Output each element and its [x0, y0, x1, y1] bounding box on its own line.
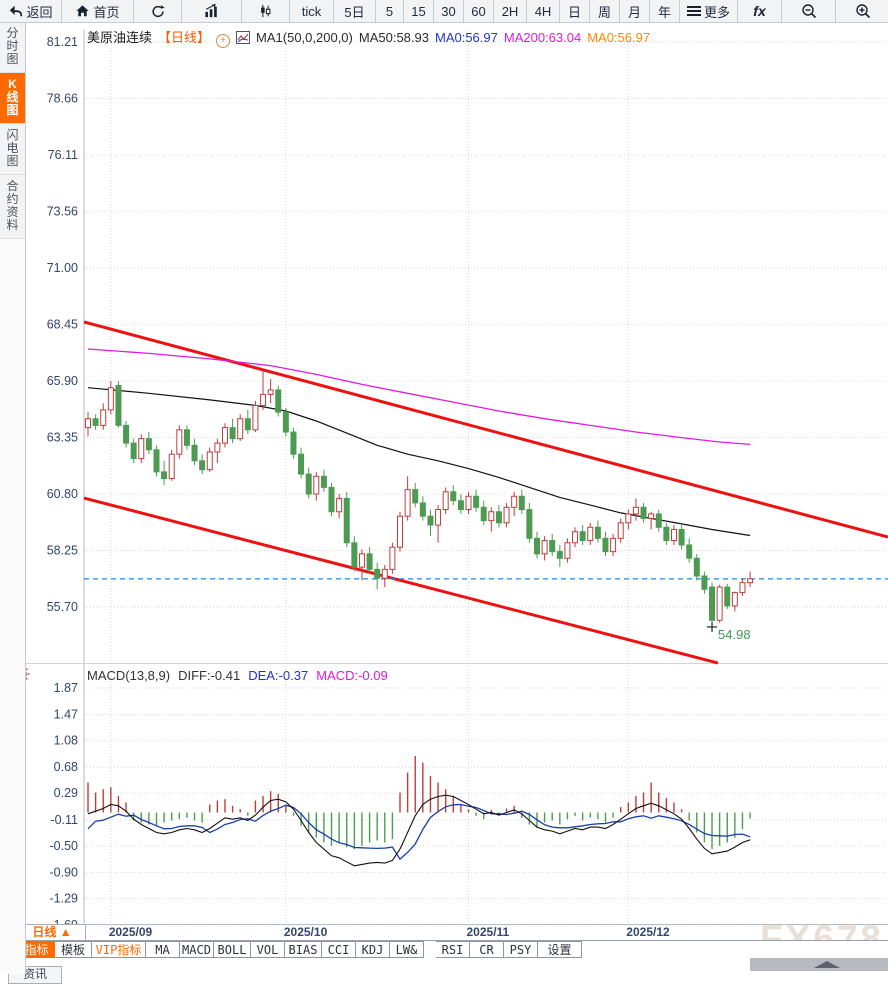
back-icon: [8, 4, 23, 18]
tab-lw&[interactable]: LW&: [390, 941, 424, 958]
tab-boll[interactable]: BOLL: [214, 941, 251, 958]
toolbar-5d-button[interactable]: 5日: [334, 0, 376, 22]
ma0-blue-value: MA0:56.97: [434, 30, 498, 45]
svg-text:-1.29: -1.29: [50, 891, 79, 905]
toolbar-back-button[interactable]: 返回: [0, 0, 62, 22]
toolbar-tick-button[interactable]: tick: [290, 0, 334, 22]
toolbar-month-button[interactable]: 月: [620, 0, 650, 22]
svg-text:60.80: 60.80: [47, 487, 78, 501]
zoom-in-icon: [855, 3, 871, 19]
svg-text:71.00: 71.00: [47, 261, 78, 275]
chart-title-row: 美原油连续 【日线】 + MA1(50,0,200,0) MA50:58.93 MA0:5…: [87, 27, 656, 48]
toolbar-more-button[interactable]: 更多: [680, 0, 738, 22]
svg-text:-0.11: -0.11: [50, 813, 78, 827]
macd-hist-value: MACD:-0.09: [316, 668, 388, 683]
period-tag: 【日线】: [158, 30, 211, 45]
tab-bias[interactable]: BIAS: [285, 941, 322, 958]
xaxis-label: 2025/12: [626, 925, 670, 939]
svg-text:68.45: 68.45: [47, 318, 78, 332]
macd-dea-value: DEA:-0.37: [248, 668, 309, 683]
svg-text:63.35: 63.35: [47, 431, 78, 445]
period-dropdown-button[interactable]: 日线 ▲: [18, 924, 86, 941]
svg-text:58.25: 58.25: [47, 544, 78, 558]
ma-settings: MA1(50,0,200,0): [256, 30, 353, 45]
tab-psy[interactable]: PSY: [504, 941, 538, 958]
horizontal-scrollbar[interactable]: [750, 958, 888, 971]
svg-text:1.87: 1.87: [54, 681, 78, 695]
toolbar-5m-button[interactable]: 5: [376, 0, 404, 22]
macd-diff-value: DIFF:-0.41: [178, 668, 241, 683]
top-toolbar: 返回 首页 tick 5日 5 15 30 60 2H 4H 日周月年更多 fx: [0, 0, 888, 23]
svg-text:55.70: 55.70: [47, 600, 78, 614]
svg-text:-0.50: -0.50: [50, 839, 79, 853]
toolbar-chart-type-icon[interactable]: [182, 0, 242, 22]
svg-text:-0.90: -0.90: [50, 865, 79, 879]
tab-macd[interactable]: MACD: [180, 941, 214, 958]
toolbar-candle-type-icon[interactable]: [242, 0, 290, 22]
zoom-out-icon: [801, 3, 817, 19]
tab-spacer: [424, 941, 436, 958]
xaxis-row: 日线 ▲ 2025/09 2025/10 2025/11 2025/12: [0, 924, 888, 941]
indicator-tabs-row: 指标 模板 VIP指标 MA MACD BOLL VOL BIAS CCI KDJ LW& RSI CR…: [0, 940, 888, 958]
tab-rsi[interactable]: RSI: [436, 941, 470, 958]
bar-chart-icon: [203, 4, 220, 18]
xaxis-label: 2025/09: [108, 925, 153, 939]
macd-header: MACD(13,8,9) DIFF:-0.41 DEA:-0.37 MACD:-0.0…: [87, 668, 396, 683]
toolbar-60m-button[interactable]: 60: [464, 0, 494, 22]
tab-vip指标[interactable]: VIP指标: [92, 941, 146, 958]
toolbar-2h-button[interactable]: 2H: [494, 0, 527, 22]
sidebar-item-contract-info[interactable]: 合约资料: [0, 175, 25, 239]
toolbar-zoom-in-icon[interactable]: [836, 0, 888, 22]
toolbar-week-button[interactable]: 周: [590, 0, 620, 22]
tab-模板[interactable]: 模板: [55, 941, 92, 958]
ma200-value: MA200:63.04: [503, 30, 582, 45]
ma50-value: MA50:58.93: [358, 30, 429, 45]
tab-cr[interactable]: CR: [470, 941, 504, 958]
toolbar-15m-button[interactable]: 15: [404, 0, 434, 22]
ma0-orange-value: MA0:56.97: [587, 30, 651, 45]
svg-text:0.68: 0.68: [54, 760, 78, 774]
svg-text:0.29: 0.29: [54, 786, 78, 800]
svg-text:73.56: 73.56: [47, 204, 78, 218]
svg-text:1.47: 1.47: [54, 708, 78, 722]
tab-cci[interactable]: CCI: [322, 941, 356, 958]
candlestick-icon: [258, 4, 273, 18]
tab-ma[interactable]: MA: [146, 941, 180, 958]
scroll-up-arrow-icon[interactable]: [814, 961, 840, 968]
home-icon: [75, 4, 90, 18]
toolbar-fx-button[interactable]: fx: [738, 0, 782, 22]
toolbar-4h-button[interactable]: 4H: [527, 0, 560, 22]
tab-指标[interactable]: 指标: [18, 941, 55, 958]
tab-设置[interactable]: 设置: [538, 941, 582, 958]
toolbar-home-button[interactable]: 首页: [62, 0, 134, 22]
toolbar-year-button[interactable]: 年: [650, 0, 680, 22]
sidebar-item-lightning-chart[interactable]: 闪电图: [0, 124, 25, 175]
sidebar-item-time-chart[interactable]: 分时图: [0, 22, 25, 73]
refresh-icon: [150, 4, 166, 19]
menu-icon: [686, 5, 701, 17]
expand-icon[interactable]: +: [216, 34, 231, 48]
toolbar-zoom-out-icon[interactable]: [782, 0, 836, 22]
svg-text:76.11: 76.11: [48, 148, 78, 162]
toolbar-30m-button[interactable]: 30: [434, 0, 464, 22]
svg-text:65.90: 65.90: [47, 374, 78, 388]
xaxis-label: 2025/11: [466, 925, 510, 939]
svg-text:78.66: 78.66: [47, 91, 78, 105]
symbol-name: 美原油连续: [87, 30, 153, 45]
toolbar-refresh-icon[interactable]: [134, 0, 182, 22]
toolbar-day-button[interactable]: 日: [560, 0, 590, 22]
xaxis-label: 2025/10: [283, 925, 328, 939]
ma-legend-icon: [236, 31, 251, 47]
tab-vol[interactable]: VOL: [251, 941, 285, 958]
svg-text:81.21: 81.21: [47, 35, 78, 49]
svg-text:1.08: 1.08: [54, 734, 78, 748]
svg-text:54.98: 54.98: [718, 627, 751, 642]
macd-title: MACD(13,8,9): [87, 668, 171, 683]
tab-kdj[interactable]: KDJ: [356, 941, 390, 958]
